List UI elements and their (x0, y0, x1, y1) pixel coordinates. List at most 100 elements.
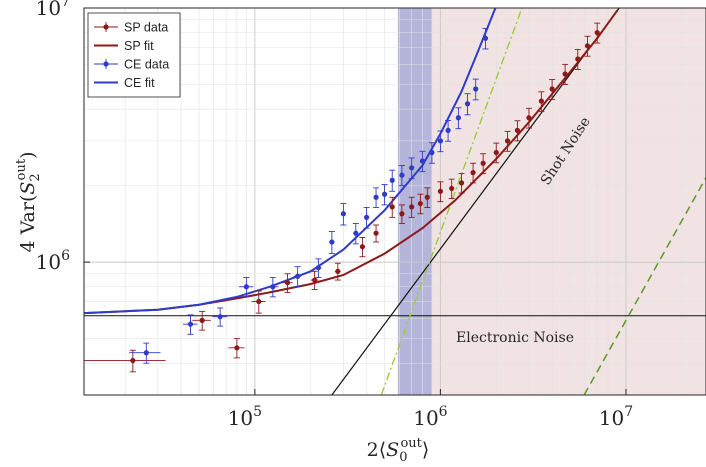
sp-data-point (84, 349, 166, 373)
tick-base: 10 (599, 406, 624, 430)
data-marker (424, 194, 430, 200)
data-marker (381, 191, 388, 197)
x-axis-title: 2⟨S0out⟩ (367, 436, 430, 465)
sp-data-point (310, 270, 319, 290)
tick-exponent: 5 (253, 404, 262, 420)
data-marker (419, 158, 426, 164)
data-marker (493, 149, 499, 156)
sp-data-point (480, 153, 487, 175)
data-marker (389, 177, 395, 183)
data-marker (584, 43, 591, 49)
data-marker (373, 194, 379, 200)
legend-label: CE data (124, 58, 169, 72)
sp-data-point (514, 120, 521, 142)
tick-exponent: 7 (624, 404, 633, 420)
sp-data-point (458, 173, 465, 194)
tick-base: 10 (228, 406, 253, 430)
sp-data-point (562, 63, 569, 85)
ce-data-point (212, 307, 228, 327)
sp-data-point (437, 181, 444, 203)
electronic-noise-label: Electronic Noise (456, 330, 574, 346)
ce-data-point (340, 203, 347, 226)
sp-data-point (281, 273, 293, 293)
data-marker (243, 284, 249, 290)
tick-exponent: 6 (61, 248, 70, 264)
axes-frame (83, 7, 706, 396)
data-marker (417, 200, 423, 207)
ce-data-point (293, 266, 302, 288)
legend-item-ce-fit: CE fit (94, 76, 155, 90)
ce-data-point (129, 342, 161, 364)
sp-data-point (574, 48, 581, 70)
sp-data-point (504, 130, 511, 152)
sp-data-point (417, 193, 424, 215)
data-marker (312, 277, 318, 283)
sp-data-point (525, 107, 532, 129)
data-marker (409, 165, 415, 171)
data-marker (549, 86, 555, 92)
sp-data-point (493, 142, 500, 164)
data-marker (480, 160, 486, 166)
data-marker (363, 214, 370, 220)
data-marker (187, 321, 194, 327)
green-dashed-line (583, 177, 706, 395)
y-tick-label: 107 (36, 0, 70, 20)
ce-data-point (464, 93, 471, 116)
data-marker (455, 115, 461, 121)
x-tick-label: 106 (413, 404, 447, 430)
ce-data-point (428, 142, 435, 164)
data-marker (526, 115, 532, 121)
sp-data-point (470, 162, 477, 184)
sp-data-point (359, 237, 366, 258)
sp-data-point (549, 79, 556, 100)
data-marker (538, 98, 544, 104)
sp-data-point (251, 290, 266, 314)
data-marker (130, 357, 136, 364)
legend-label: CE fit (124, 76, 155, 90)
data-marker (409, 204, 415, 210)
ce-data-point (398, 165, 405, 187)
ce-data-point (266, 277, 279, 298)
data-marker (353, 230, 359, 236)
sp-data-point (334, 262, 341, 281)
sp-data-point (398, 204, 405, 224)
tick-base: 10 (36, 250, 61, 274)
ce-data-point (419, 150, 426, 173)
sp-data-point (228, 338, 245, 359)
x-tick-label: 107 (599, 404, 633, 430)
legend-label: SP fit (124, 39, 154, 53)
ce-data-point (408, 157, 415, 180)
tick-base: 10 (36, 0, 61, 20)
sp-data-point (192, 310, 211, 331)
data-marker (437, 138, 444, 144)
legend: SP data SP fit CE data CE fit (87, 12, 181, 98)
data-marker (575, 56, 581, 62)
data-marker (449, 185, 455, 192)
data-marker (217, 314, 223, 320)
data-marker (143, 350, 149, 356)
ce-data-point (437, 130, 444, 153)
data-marker (562, 71, 568, 77)
shot-noise-line (331, 8, 620, 395)
legend-marker (103, 61, 109, 67)
legend-item-sp-fit: SP fit (94, 39, 154, 53)
tick-exponent: 7 (61, 0, 70, 10)
data-marker (199, 317, 205, 323)
legend-item-ce-data: CE data (94, 58, 169, 72)
data-marker (373, 230, 379, 236)
y-tick-label: 106 (36, 248, 70, 274)
data-marker (594, 30, 600, 36)
series-layer (84, 8, 619, 373)
sp-data-point (448, 178, 455, 199)
ce-data-point (363, 207, 370, 229)
ce-data-point (389, 169, 396, 192)
plot-frame (83, 7, 706, 396)
data-marker (429, 149, 435, 156)
ce-data-point (238, 277, 254, 298)
data-marker (399, 172, 405, 178)
data-marker (399, 211, 405, 217)
data-marker (464, 101, 471, 107)
sp-data-point (584, 35, 591, 57)
